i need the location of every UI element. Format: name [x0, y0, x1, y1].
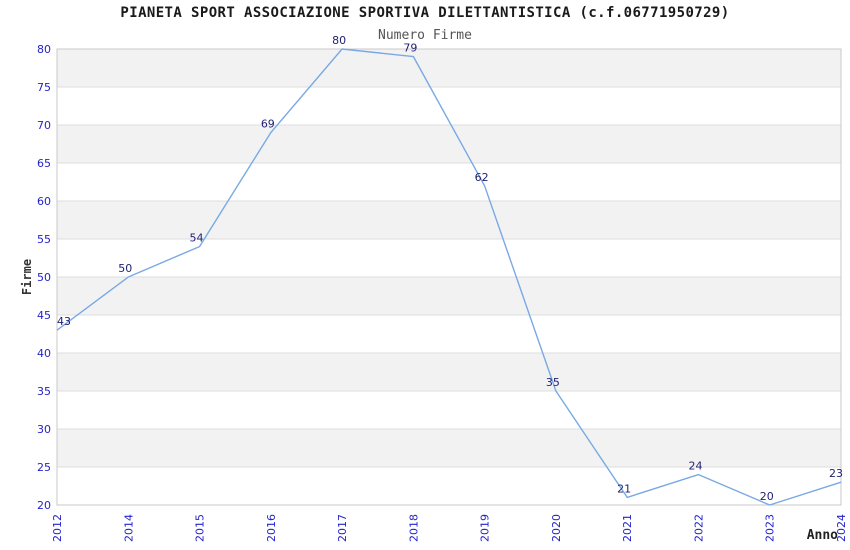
svg-text:40: 40	[37, 347, 51, 360]
svg-text:45: 45	[37, 309, 51, 322]
svg-text:2019: 2019	[479, 514, 492, 542]
svg-text:43: 43	[57, 315, 71, 328]
svg-text:80: 80	[37, 43, 51, 56]
svg-text:65: 65	[37, 157, 51, 170]
svg-text:20: 20	[37, 499, 51, 512]
svg-text:2021: 2021	[621, 514, 634, 542]
plot-border	[56, 48, 842, 506]
background-bands	[57, 49, 841, 467]
y-tick-labels: 20 25 30 35 40 45 50 55 60 65 70 75 80	[37, 43, 51, 512]
svg-text:25: 25	[37, 461, 51, 474]
svg-text:2016: 2016	[265, 514, 278, 542]
svg-text:2018: 2018	[407, 514, 420, 542]
grid-lines	[57, 86, 841, 468]
svg-text:24: 24	[688, 460, 702, 473]
data-point-labels: 43 50 54 69 80 79 62 35 21 24 20 23	[57, 34, 843, 503]
svg-text:2015: 2015	[194, 514, 207, 542]
svg-text:2022: 2022	[692, 514, 705, 542]
svg-text:21: 21	[617, 482, 631, 495]
svg-text:80: 80	[332, 34, 346, 47]
x-tick-labels: 2012 2014 2015 2016 2017 2018 2019 2020 2021 2022…	[51, 514, 848, 542]
chart-subtitle: Numero Firme	[378, 28, 472, 43]
svg-text:2014: 2014	[122, 514, 135, 542]
svg-text:55: 55	[37, 233, 51, 246]
svg-text:30: 30	[37, 423, 51, 436]
svg-text:23: 23	[829, 467, 843, 480]
svg-text:70: 70	[37, 119, 51, 132]
svg-text:50: 50	[37, 271, 51, 284]
svg-text:60: 60	[37, 195, 51, 208]
svg-text:79: 79	[403, 42, 417, 55]
svg-text:2020: 2020	[550, 514, 563, 542]
svg-text:35: 35	[546, 376, 560, 389]
svg-text:35: 35	[37, 385, 51, 398]
svg-text:2012: 2012	[51, 514, 64, 542]
svg-text:54: 54	[190, 232, 204, 245]
svg-text:50: 50	[118, 262, 132, 275]
svg-text:2017: 2017	[336, 514, 349, 542]
svg-text:75: 75	[37, 81, 51, 94]
x-axis-title: Anno	[806, 528, 838, 543]
svg-text:69: 69	[261, 118, 275, 131]
series-line-numero-firme	[56, 48, 842, 506]
svg-text:62: 62	[475, 171, 489, 184]
svg-text:20: 20	[760, 490, 774, 503]
chart-title: PIANETA SPORT ASSOCIAZIONE SPORTIVA DILE…	[120, 5, 730, 21]
svg-text:2024: 2024	[835, 514, 848, 542]
svg-text:2023: 2023	[764, 514, 777, 542]
